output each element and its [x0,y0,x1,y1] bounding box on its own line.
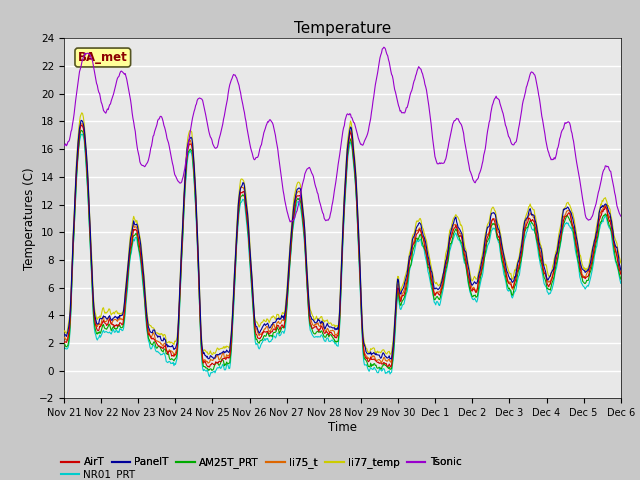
Text: BA_met: BA_met [78,51,127,64]
Y-axis label: Temperatures (C): Temperatures (C) [23,167,36,270]
Legend: AirT, PanelT, AM25T_PRT, li75_t, li77_temp, Tsonic: AirT, PanelT, AM25T_PRT, li75_t, li77_te… [56,453,465,472]
Legend: NR01_PRT: NR01_PRT [56,465,140,480]
X-axis label: Time: Time [328,421,357,434]
Title: Temperature: Temperature [294,21,391,36]
